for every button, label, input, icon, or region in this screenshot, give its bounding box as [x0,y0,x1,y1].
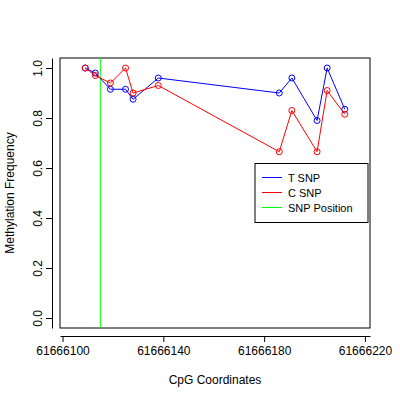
x-tick-mark [163,336,164,342]
x-tick: 61666180 [238,336,292,358]
point [107,86,113,92]
y-tick-mark [46,118,52,119]
y-tick-mark [46,318,52,319]
x-axis-title: CpG Coordinates [169,373,262,387]
point [123,65,129,71]
point [289,108,295,114]
x-tick-label: 61666220 [339,344,393,358]
y-tick: 0.2 [31,260,52,277]
point [130,96,136,102]
x-axis: 61666100 61666140 61666180 61666220 [36,336,392,358]
y-tick-label: 0.4 [31,210,45,227]
snp-line [100,58,101,328]
x-axis-line [61,336,371,337]
y-tick-mark [46,168,52,169]
legend-swatch [262,177,282,178]
plot-frame [60,58,370,328]
legend: T SNP C SNP SNP Position [255,164,368,223]
legend-label: T SNP [288,172,320,184]
y-tick-label: 0.8 [31,110,45,127]
point [342,111,348,117]
x-tick-mark [264,336,265,342]
point [92,73,98,79]
x-tick-mark [63,336,64,342]
point [123,86,129,92]
y-tick-label: 1.0 [31,60,45,77]
point [155,83,161,89]
x-tick-label: 61666180 [238,344,292,358]
y-tick-mark [46,68,52,69]
point [324,88,330,94]
x-tick: 61666140 [137,336,191,358]
y-axis-line [52,59,53,329]
x-tick-label: 61666100 [36,344,90,358]
y-tick: 1.0 [31,60,52,77]
point [130,90,136,96]
legend-label: C SNP [288,187,322,199]
point [276,90,282,96]
point [107,80,113,86]
y-tick-mark [46,268,52,269]
y-tick-label: 0.6 [31,160,45,177]
x-tick: 61666220 [339,336,393,358]
series-line [85,68,345,121]
plot-area [82,58,348,328]
y-tick-mark [46,218,52,219]
x-tick: 61666100 [36,336,90,358]
point [324,65,330,71]
series-line [85,68,345,152]
point [289,75,295,81]
y-tick: 0.4 [31,210,52,227]
legend-box [255,164,368,223]
y-tick-label: 0.0 [31,310,45,327]
y-tick-label: 0.2 [31,260,45,277]
legend-label: SNP Position [288,202,353,214]
point [314,149,320,155]
point [82,65,88,71]
point [155,75,161,81]
y-tick: 0.6 [31,160,52,177]
y-axis-title: Methylation Frequency [3,132,17,253]
chart: 616661006166614061666180616662200.00.20.… [0,0,400,400]
y-tick: 0.8 [31,110,52,127]
x-tick-mark [365,336,366,342]
legend-swatch [262,207,282,208]
point [276,149,282,155]
legend-swatch [262,192,282,193]
y-axis: 0.0 0.2 0.4 0.6 0.8 1.0 [31,59,53,329]
point [314,118,320,124]
y-tick: 0.0 [31,310,52,327]
x-tick-label: 61666140 [137,344,191,358]
